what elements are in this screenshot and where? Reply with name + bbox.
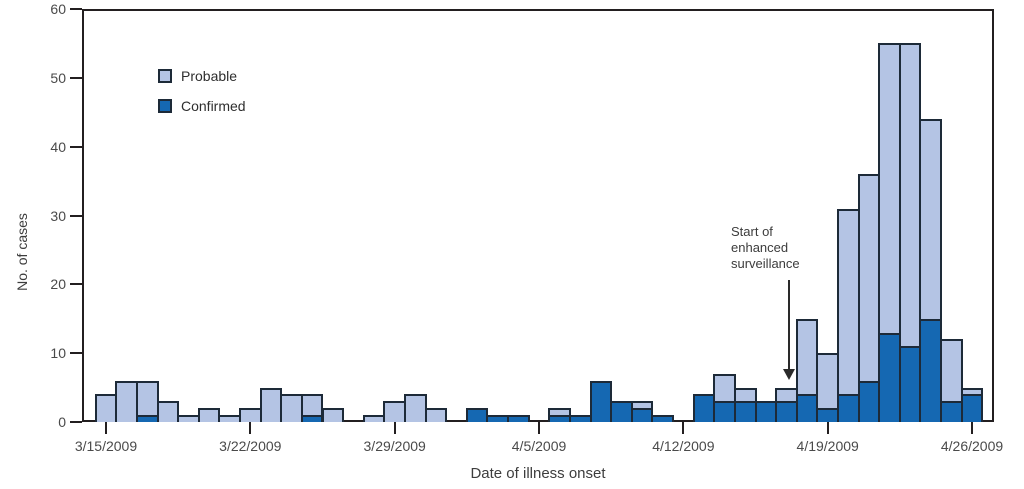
bar-confirmed-segment [859, 380, 879, 422]
bar-4/7/2009 [568, 415, 592, 422]
y-tick-mark [70, 352, 82, 355]
bar-4/22/2009 [878, 43, 901, 422]
y-tick-mark [70, 214, 82, 217]
bar-4/16/2009 [754, 401, 778, 422]
annotation-start-of-enhanced-surveillance: Start of enhanced surveillance [731, 224, 800, 271]
bar-4/26/2009 [960, 387, 984, 422]
y-tick-label: 50 [50, 69, 66, 86]
x-tick-label: 4/26/2009 [940, 438, 1004, 454]
legend: Probable Confirmed [158, 68, 246, 128]
bar-confirmed-segment [962, 394, 982, 422]
bar-confirmed-segment [550, 415, 569, 422]
bar-3/17/2009 [135, 380, 159, 422]
annotation-arrow-icon [783, 369, 795, 380]
x-tick-mark [105, 422, 107, 434]
bar-confirmed-segment [302, 415, 322, 422]
bar-3/18/2009 [156, 401, 180, 422]
x-tick-label: 4/12/2009 [652, 438, 715, 454]
bar-3/29/2009 [383, 401, 406, 422]
bar-3/20/2009 [197, 408, 221, 422]
bar-confirmed-segment [942, 401, 961, 422]
bar-3/26/2009 [321, 408, 345, 422]
legend-label-probable: Probable [181, 68, 238, 84]
y-tick-mark [70, 8, 82, 10]
bar-4/11/2009 [651, 415, 675, 422]
bar-4/17/2009 [775, 387, 798, 422]
bar-confirmed-segment [735, 401, 755, 422]
bar-4/19/2009 [816, 353, 839, 422]
y-tick-mark [70, 421, 82, 423]
y-tick-label: 60 [50, 1, 66, 17]
x-tick-mark [971, 422, 974, 434]
y-tick-mark [70, 283, 82, 286]
bar-3/24/2009 [280, 394, 303, 422]
bar-confirmed-segment [797, 394, 817, 422]
bar-4/3/2009 [486, 415, 510, 422]
bar-4/18/2009 [795, 318, 819, 422]
bar-confirmed-segment [921, 318, 941, 422]
bar-3/31/2009 [424, 408, 448, 422]
y-tick-mark [70, 76, 82, 79]
bar-3/25/2009 [300, 394, 324, 422]
bar-4/2/2009 [465, 408, 489, 422]
x-tick-label: 3/29/2009 [363, 438, 426, 454]
bar-3/19/2009 [177, 415, 200, 422]
y-tick-mark [70, 145, 82, 148]
bar-4/4/2009 [507, 415, 530, 422]
bar-confirmed-segment [880, 332, 899, 422]
y-tick-label: 40 [50, 138, 66, 155]
x-tick-label: 3/15/2009 [74, 438, 138, 454]
confirmed-swatch-icon [158, 99, 172, 113]
y-tick-label: 0 [58, 414, 66, 430]
x-tick-mark [538, 422, 541, 434]
x-tick-mark [249, 422, 252, 434]
bar-4/9/2009 [610, 401, 633, 422]
bar-4/6/2009 [548, 408, 571, 422]
probable-swatch-icon [158, 69, 172, 83]
bar-3/23/2009 [259, 387, 283, 422]
bar-confirmed-segment [715, 401, 734, 422]
bar-confirmed-segment [137, 415, 157, 422]
bar-4/8/2009 [589, 380, 613, 422]
x-tick-mark [826, 422, 829, 434]
bar-4/23/2009 [898, 43, 922, 422]
bar-4/13/2009 [692, 394, 716, 422]
legend-item-confirmed: Confirmed [158, 98, 246, 114]
bar-3/16/2009 [115, 380, 138, 422]
legend-item-probable: Probable [158, 68, 246, 84]
x-tick-mark [393, 422, 396, 434]
bar-confirmed-segment [818, 408, 837, 422]
y-tick-label: 20 [50, 276, 66, 293]
x-tick-mark [682, 422, 685, 434]
x-tick-label: 3/22/2009 [219, 438, 282, 454]
y-tick-label: 30 [50, 207, 66, 224]
bar-confirmed-segment [632, 408, 652, 422]
y-tick-label: 10 [50, 345, 66, 362]
bar-4/15/2009 [733, 387, 757, 422]
bar-3/15/2009 [94, 394, 118, 422]
bar-4/10/2009 [630, 401, 654, 422]
bar-4/21/2009 [857, 174, 881, 422]
bar-3/28/2009 [362, 415, 386, 422]
bar-4/20/2009 [837, 208, 860, 422]
bar-4/25/2009 [940, 339, 963, 422]
x-tick-label: 4/5/2009 [511, 438, 567, 454]
x-tick-label: 4/19/2009 [796, 438, 859, 454]
bar-confirmed-segment [777, 401, 796, 422]
bar-3/22/2009 [239, 408, 262, 422]
x-axis-title: Date of illness onset [470, 465, 606, 482]
bar-confirmed-segment [900, 346, 920, 422]
bar-3/30/2009 [403, 394, 427, 422]
legend-label-confirmed: Confirmed [181, 98, 246, 114]
bar-4/24/2009 [919, 119, 943, 422]
bar-confirmed-segment [839, 394, 858, 422]
bar-3/21/2009 [218, 415, 242, 422]
annotation-arrow-shaft [788, 280, 790, 370]
bar-4/14/2009 [713, 373, 736, 422]
